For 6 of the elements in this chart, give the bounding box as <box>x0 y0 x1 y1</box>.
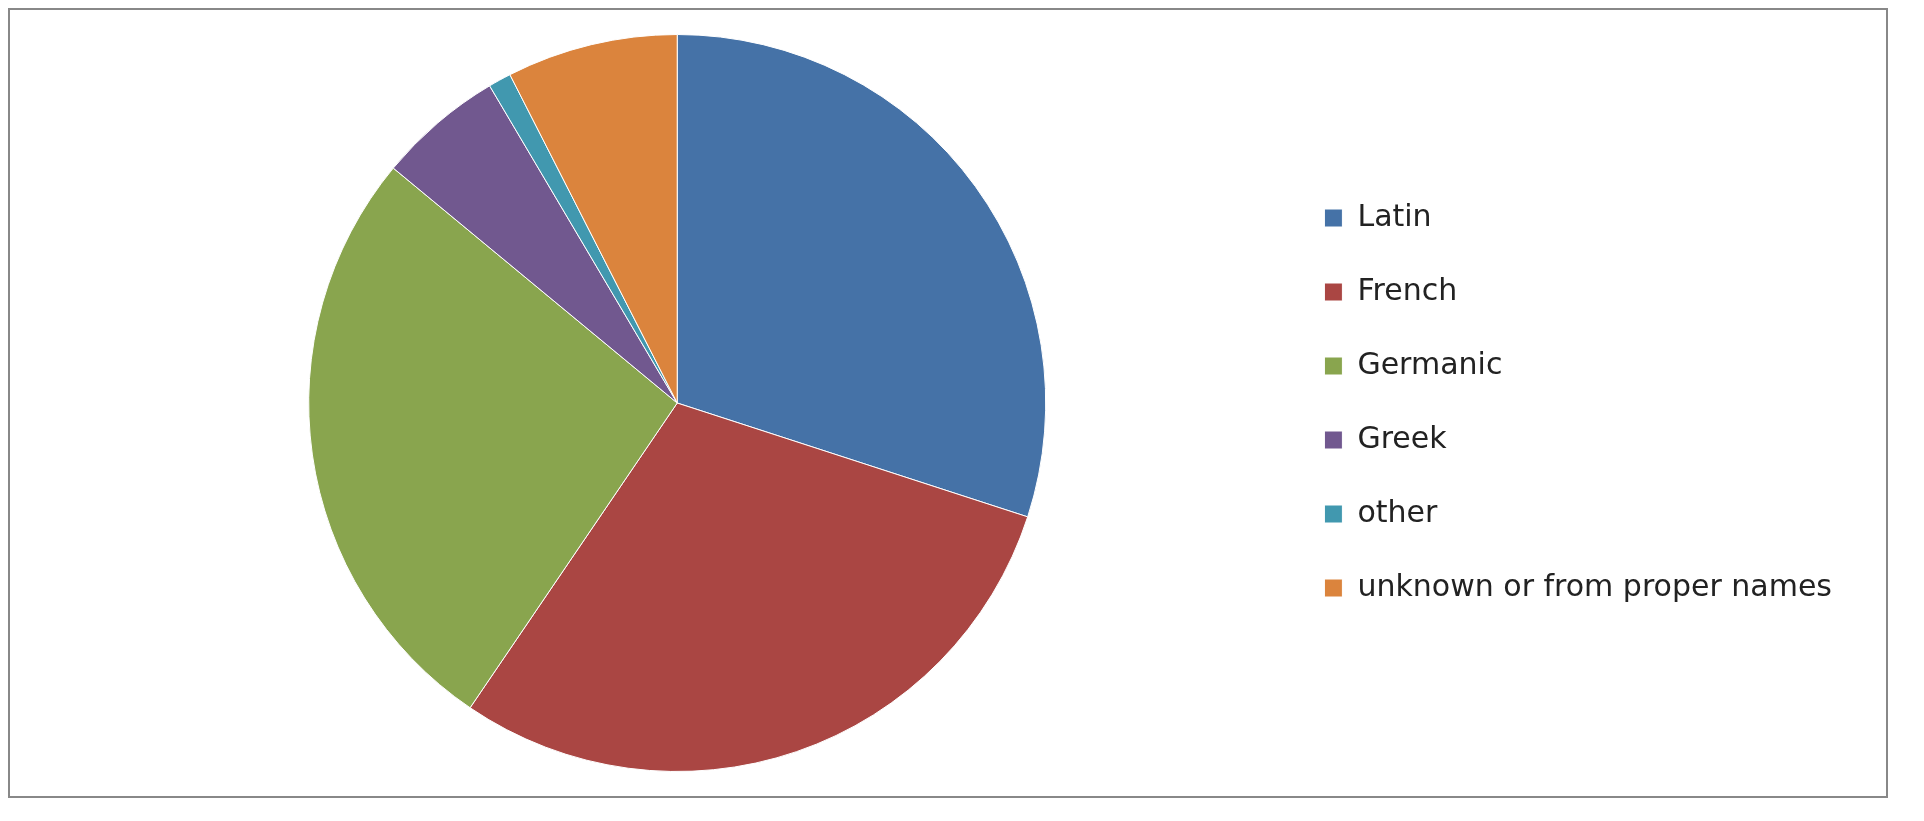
legend-label: Latin <box>1357 197 1432 233</box>
legend-label: unknown or from proper names <box>1357 567 1833 603</box>
legend-label: French <box>1357 271 1458 307</box>
legend-label: other <box>1357 493 1439 529</box>
legend-label: Germanic <box>1357 345 1503 381</box>
legend-label: Greek <box>1357 419 1448 455</box>
